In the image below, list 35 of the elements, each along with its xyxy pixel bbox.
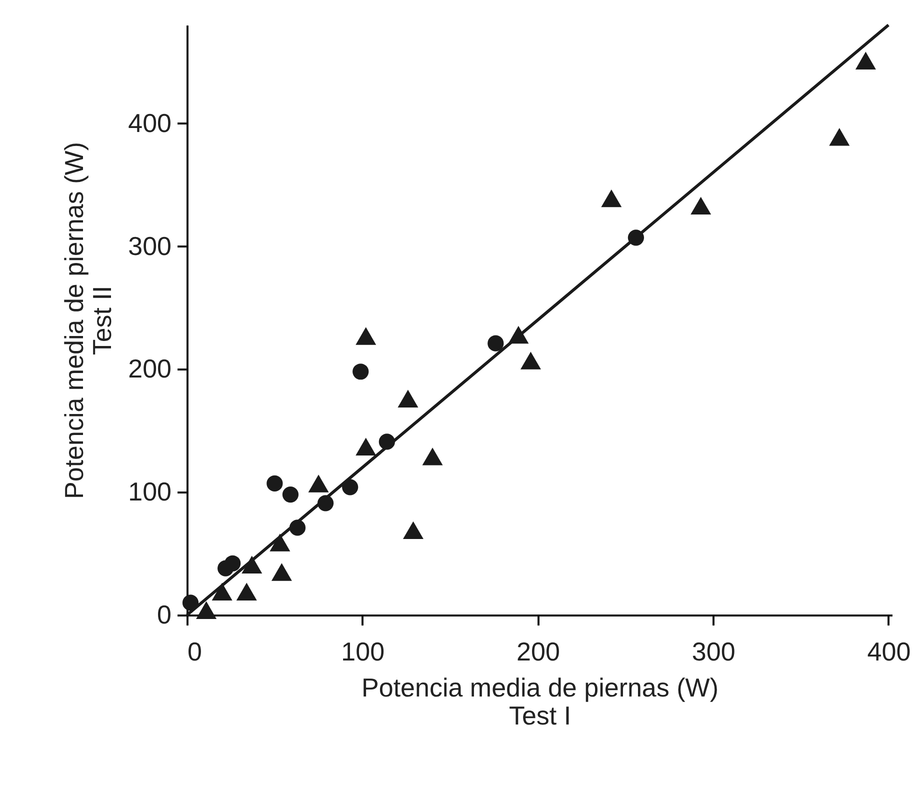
point	[182, 594, 199, 611]
point	[342, 479, 358, 496]
y-tick-label: 200	[128, 354, 172, 384]
point	[356, 327, 376, 345]
point	[690, 196, 712, 215]
point	[398, 390, 418, 408]
point	[224, 555, 241, 572]
point	[402, 521, 424, 540]
x-tick-label: 400	[867, 636, 911, 666]
point	[829, 128, 850, 146]
point	[422, 448, 443, 466]
point	[356, 438, 376, 456]
y-tick-label: 400	[128, 108, 172, 138]
point	[282, 486, 299, 503]
point	[308, 474, 329, 492]
y-tick-label: 300	[128, 230, 172, 261]
point	[270, 534, 290, 552]
x-axis-title: Potencia media de piernas (W) Test I	[362, 672, 718, 730]
point	[196, 601, 217, 619]
point	[855, 52, 876, 70]
point	[266, 475, 283, 492]
y-tick-label: 0	[157, 600, 172, 630]
x-tick-label: 300	[692, 636, 736, 666]
x-tick-label: 0	[188, 636, 202, 666]
point	[236, 582, 257, 601]
point	[271, 563, 292, 581]
point	[352, 364, 369, 380]
y-tick-label: 100	[128, 476, 172, 507]
point	[488, 335, 504, 352]
y-axis-title: Potencia media de piernas (W) Test II	[59, 142, 118, 499]
point	[601, 189, 622, 208]
x-tick-label: 100	[341, 636, 385, 666]
point	[520, 352, 541, 370]
point	[212, 582, 232, 601]
x-tick-label: 200	[516, 636, 560, 666]
